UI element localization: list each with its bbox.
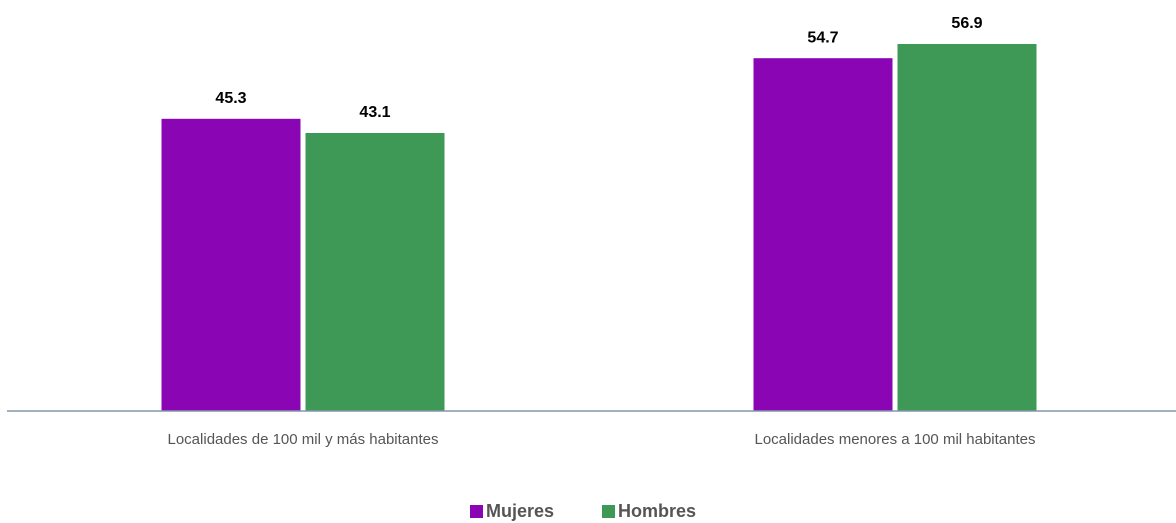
- bar: [161, 118, 301, 411]
- value-label: 45.3: [215, 90, 246, 107]
- legend-swatch: [602, 505, 615, 518]
- legend-label: Hombres: [618, 501, 696, 521]
- bar: [305, 133, 445, 411]
- bar: [897, 43, 1037, 412]
- bar: [753, 58, 893, 412]
- legend-swatch: [470, 505, 483, 518]
- legend-label: Mujeres: [486, 501, 554, 521]
- value-label: 43.1: [359, 104, 390, 121]
- value-label: 54.7: [807, 29, 838, 46]
- x-tick-label: Localidades menores a 100 mil habitantes: [754, 431, 1035, 448]
- x-tick-label: Localidades de 100 mil y más habitantes: [168, 431, 439, 448]
- value-label: 56.9: [951, 15, 982, 32]
